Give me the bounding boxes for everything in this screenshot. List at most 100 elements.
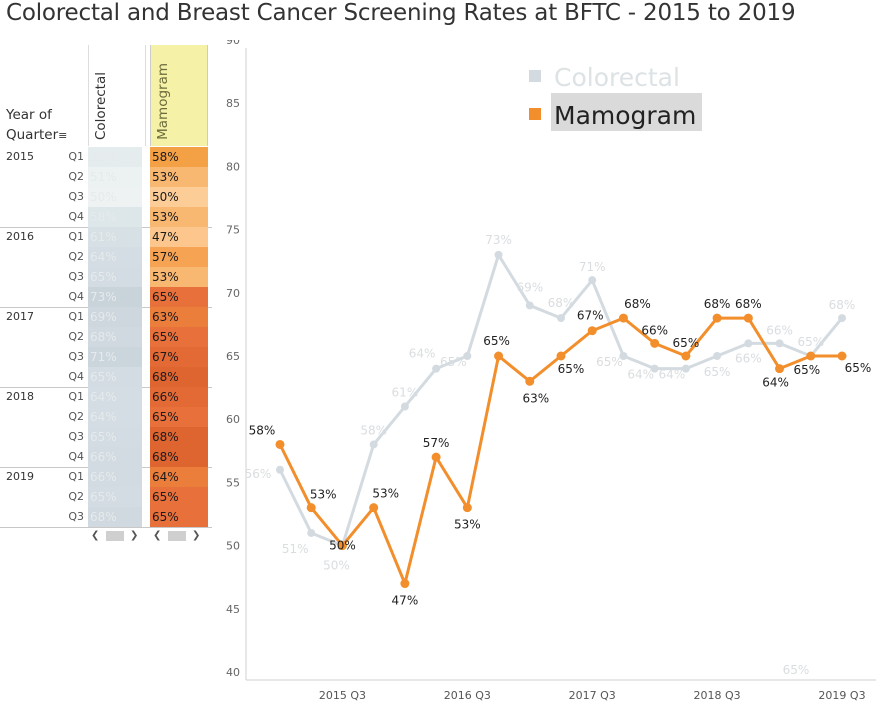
colorectal-cell[interactable]: 69% <box>88 307 142 327</box>
data-point-colorectal[interactable] <box>775 339 784 348</box>
mamogram-cell[interactable]: 65% <box>150 507 208 527</box>
data-point-mamogram[interactable] <box>494 351 504 361</box>
table-row[interactable]: Q4 58% 53% <box>0 207 212 227</box>
colorectal-cell[interactable]: 64% <box>88 387 142 407</box>
colorectal-cell[interactable]: 65% <box>88 267 142 287</box>
table-row[interactable]: 2018 Q1 64% 66% <box>0 387 212 407</box>
data-point-mamogram[interactable] <box>618 313 628 323</box>
data-point-mamogram[interactable] <box>650 338 660 348</box>
colorectal-cell[interactable]: 65% <box>88 487 142 507</box>
data-point-mamogram[interactable] <box>431 452 441 462</box>
colorectal-cell[interactable]: 66% <box>88 447 142 467</box>
data-point-colorectal[interactable] <box>463 352 472 360</box>
data-point-colorectal[interactable] <box>369 440 378 449</box>
table-row[interactable]: 2017 Q1 69% 63% <box>0 307 212 327</box>
data-point-mamogram[interactable] <box>306 503 316 513</box>
scroll-right-icon[interactable]: ❯ <box>192 530 201 541</box>
data-point-colorectal[interactable] <box>713 352 722 360</box>
colorectal-cell[interactable]: 65% <box>88 367 142 387</box>
data-point-colorectal[interactable] <box>557 314 565 323</box>
table-row[interactable]: Q2 64% 57% <box>0 247 212 267</box>
data-point-colorectal[interactable] <box>432 364 441 373</box>
colorectal-cell[interactable]: 50% <box>88 187 142 207</box>
colorectal-scrollbar[interactable]: ❮ ❯ <box>88 529 144 543</box>
mamogram-cell[interactable]: 53% <box>150 267 208 287</box>
table-row[interactable]: 2016 Q1 61% 47% <box>0 227 212 247</box>
data-point-colorectal[interactable] <box>307 528 316 537</box>
mamogram-cell[interactable]: 58% <box>150 147 208 167</box>
colorectal-cell[interactable]: 64% <box>88 407 142 427</box>
colorectal-column-header[interactable]: Colorectal <box>88 45 146 146</box>
data-point-colorectal[interactable] <box>744 339 753 348</box>
mamogram-cell[interactable]: 53% <box>150 207 208 227</box>
mamogram-cell[interactable]: 53% <box>150 167 208 187</box>
mamogram-cell[interactable]: 66% <box>150 387 208 407</box>
legend-swatch-mamogram[interactable] <box>529 108 541 120</box>
data-point-mamogram[interactable] <box>369 503 379 513</box>
data-point-colorectal[interactable] <box>494 250 503 259</box>
table-row[interactable]: Q3 68% 65% <box>0 507 212 527</box>
data-point-colorectal[interactable] <box>400 402 409 411</box>
sort-icon[interactable]: ≡ <box>58 129 68 142</box>
table-row[interactable]: Q3 50% 50% <box>0 187 212 207</box>
table-row[interactable]: Q3 65% 53% <box>0 267 212 287</box>
data-point-colorectal[interactable] <box>650 364 659 373</box>
colorectal-cell[interactable]: 61% <box>88 227 142 247</box>
data-point-mamogram[interactable] <box>587 326 597 336</box>
data-point-mamogram[interactable] <box>337 541 347 551</box>
data-point-mamogram[interactable] <box>775 364 785 374</box>
table-row[interactable]: Q4 66% 68% <box>0 447 212 467</box>
data-point-mamogram[interactable] <box>556 351 566 361</box>
colorectal-cell[interactable]: 51% <box>88 167 142 187</box>
mamogram-cell[interactable]: 65% <box>150 487 208 507</box>
mamogram-cell[interactable]: 68% <box>150 447 208 467</box>
legend-swatch-colorectal[interactable] <box>529 70 541 82</box>
data-point-mamogram[interactable] <box>681 351 691 361</box>
data-point-mamogram[interactable] <box>400 579 410 589</box>
table-row[interactable]: Q4 65% 68% <box>0 367 212 387</box>
table-row[interactable]: Q4 73% 65% <box>0 287 212 307</box>
table-row[interactable]: Q3 71% 67% <box>0 347 212 367</box>
colorectal-cell[interactable]: 65% <box>88 427 142 447</box>
scroll-left-icon[interactable]: ❮ <box>153 530 162 541</box>
table-row[interactable]: 2015 Q1 56% 58% <box>0 147 212 167</box>
data-point-mamogram[interactable] <box>525 376 535 386</box>
colorectal-cell[interactable]: 66% <box>88 467 142 487</box>
data-point-colorectal[interactable] <box>838 314 846 323</box>
mamogram-cell[interactable]: 65% <box>150 407 208 427</box>
table-row[interactable]: Q2 68% 65% <box>0 327 212 347</box>
mamogram-cell[interactable]: 65% <box>150 287 208 307</box>
mamogram-cell[interactable]: 47% <box>150 227 208 247</box>
mamogram-cell[interactable]: 67% <box>150 347 208 367</box>
data-point-mamogram[interactable] <box>837 351 847 361</box>
mamogram-cell[interactable]: 68% <box>150 367 208 387</box>
table-row[interactable]: Q2 51% 53% <box>0 167 212 187</box>
data-point-colorectal[interactable] <box>588 276 597 285</box>
data-point-colorectal[interactable] <box>276 465 284 474</box>
mamogram-cell[interactable]: 57% <box>150 247 208 267</box>
data-point-mamogram[interactable] <box>275 439 285 449</box>
data-point-colorectal[interactable] <box>619 352 628 360</box>
table-row[interactable]: Q3 65% 68% <box>0 427 212 447</box>
colorectal-cell[interactable]: 71% <box>88 347 142 367</box>
data-point-colorectal[interactable] <box>681 364 690 373</box>
mamogram-column-header[interactable]: Mamogram <box>150 45 208 146</box>
mamogram-cell[interactable]: 63% <box>150 307 208 327</box>
data-point-mamogram[interactable] <box>806 351 816 361</box>
mamogram-cell[interactable]: 68% <box>150 427 208 447</box>
colorectal-cell[interactable]: 58% <box>88 207 142 227</box>
scroll-right-icon[interactable]: ❯ <box>130 530 139 541</box>
mamogram-cell[interactable]: 65% <box>150 327 208 347</box>
year-of-quarter-header[interactable]: Year of Quarter≡ <box>6 105 67 146</box>
legend-label-mamogram[interactable]: Mamogram <box>554 101 696 130</box>
colorectal-cell[interactable]: 68% <box>88 327 142 347</box>
legend-label-colorectal[interactable]: Colorectal <box>554 63 680 92</box>
colorectal-cell[interactable]: 68% <box>88 507 142 527</box>
table-row[interactable]: 2019 Q1 66% 64% <box>0 467 212 487</box>
scroll-thumb[interactable] <box>106 531 124 541</box>
table-row[interactable]: Q2 65% 65% <box>0 487 212 507</box>
data-point-mamogram[interactable] <box>743 313 753 323</box>
data-point-colorectal[interactable] <box>525 301 534 310</box>
mamogram-cell[interactable]: 64% <box>150 467 208 487</box>
data-point-mamogram[interactable] <box>462 503 472 513</box>
